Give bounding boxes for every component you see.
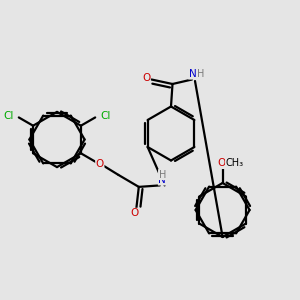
Text: Cl: Cl — [100, 111, 111, 121]
Text: CH₃: CH₃ — [226, 158, 244, 168]
Text: N: N — [158, 175, 166, 185]
Text: H: H — [158, 169, 166, 180]
Text: N: N — [189, 69, 196, 79]
Text: Cl: Cl — [3, 111, 13, 121]
Text: O: O — [131, 208, 139, 218]
Text: H: H — [197, 69, 205, 79]
Text: O: O — [96, 159, 104, 169]
Text: O: O — [217, 158, 225, 169]
Text: O: O — [142, 73, 150, 83]
